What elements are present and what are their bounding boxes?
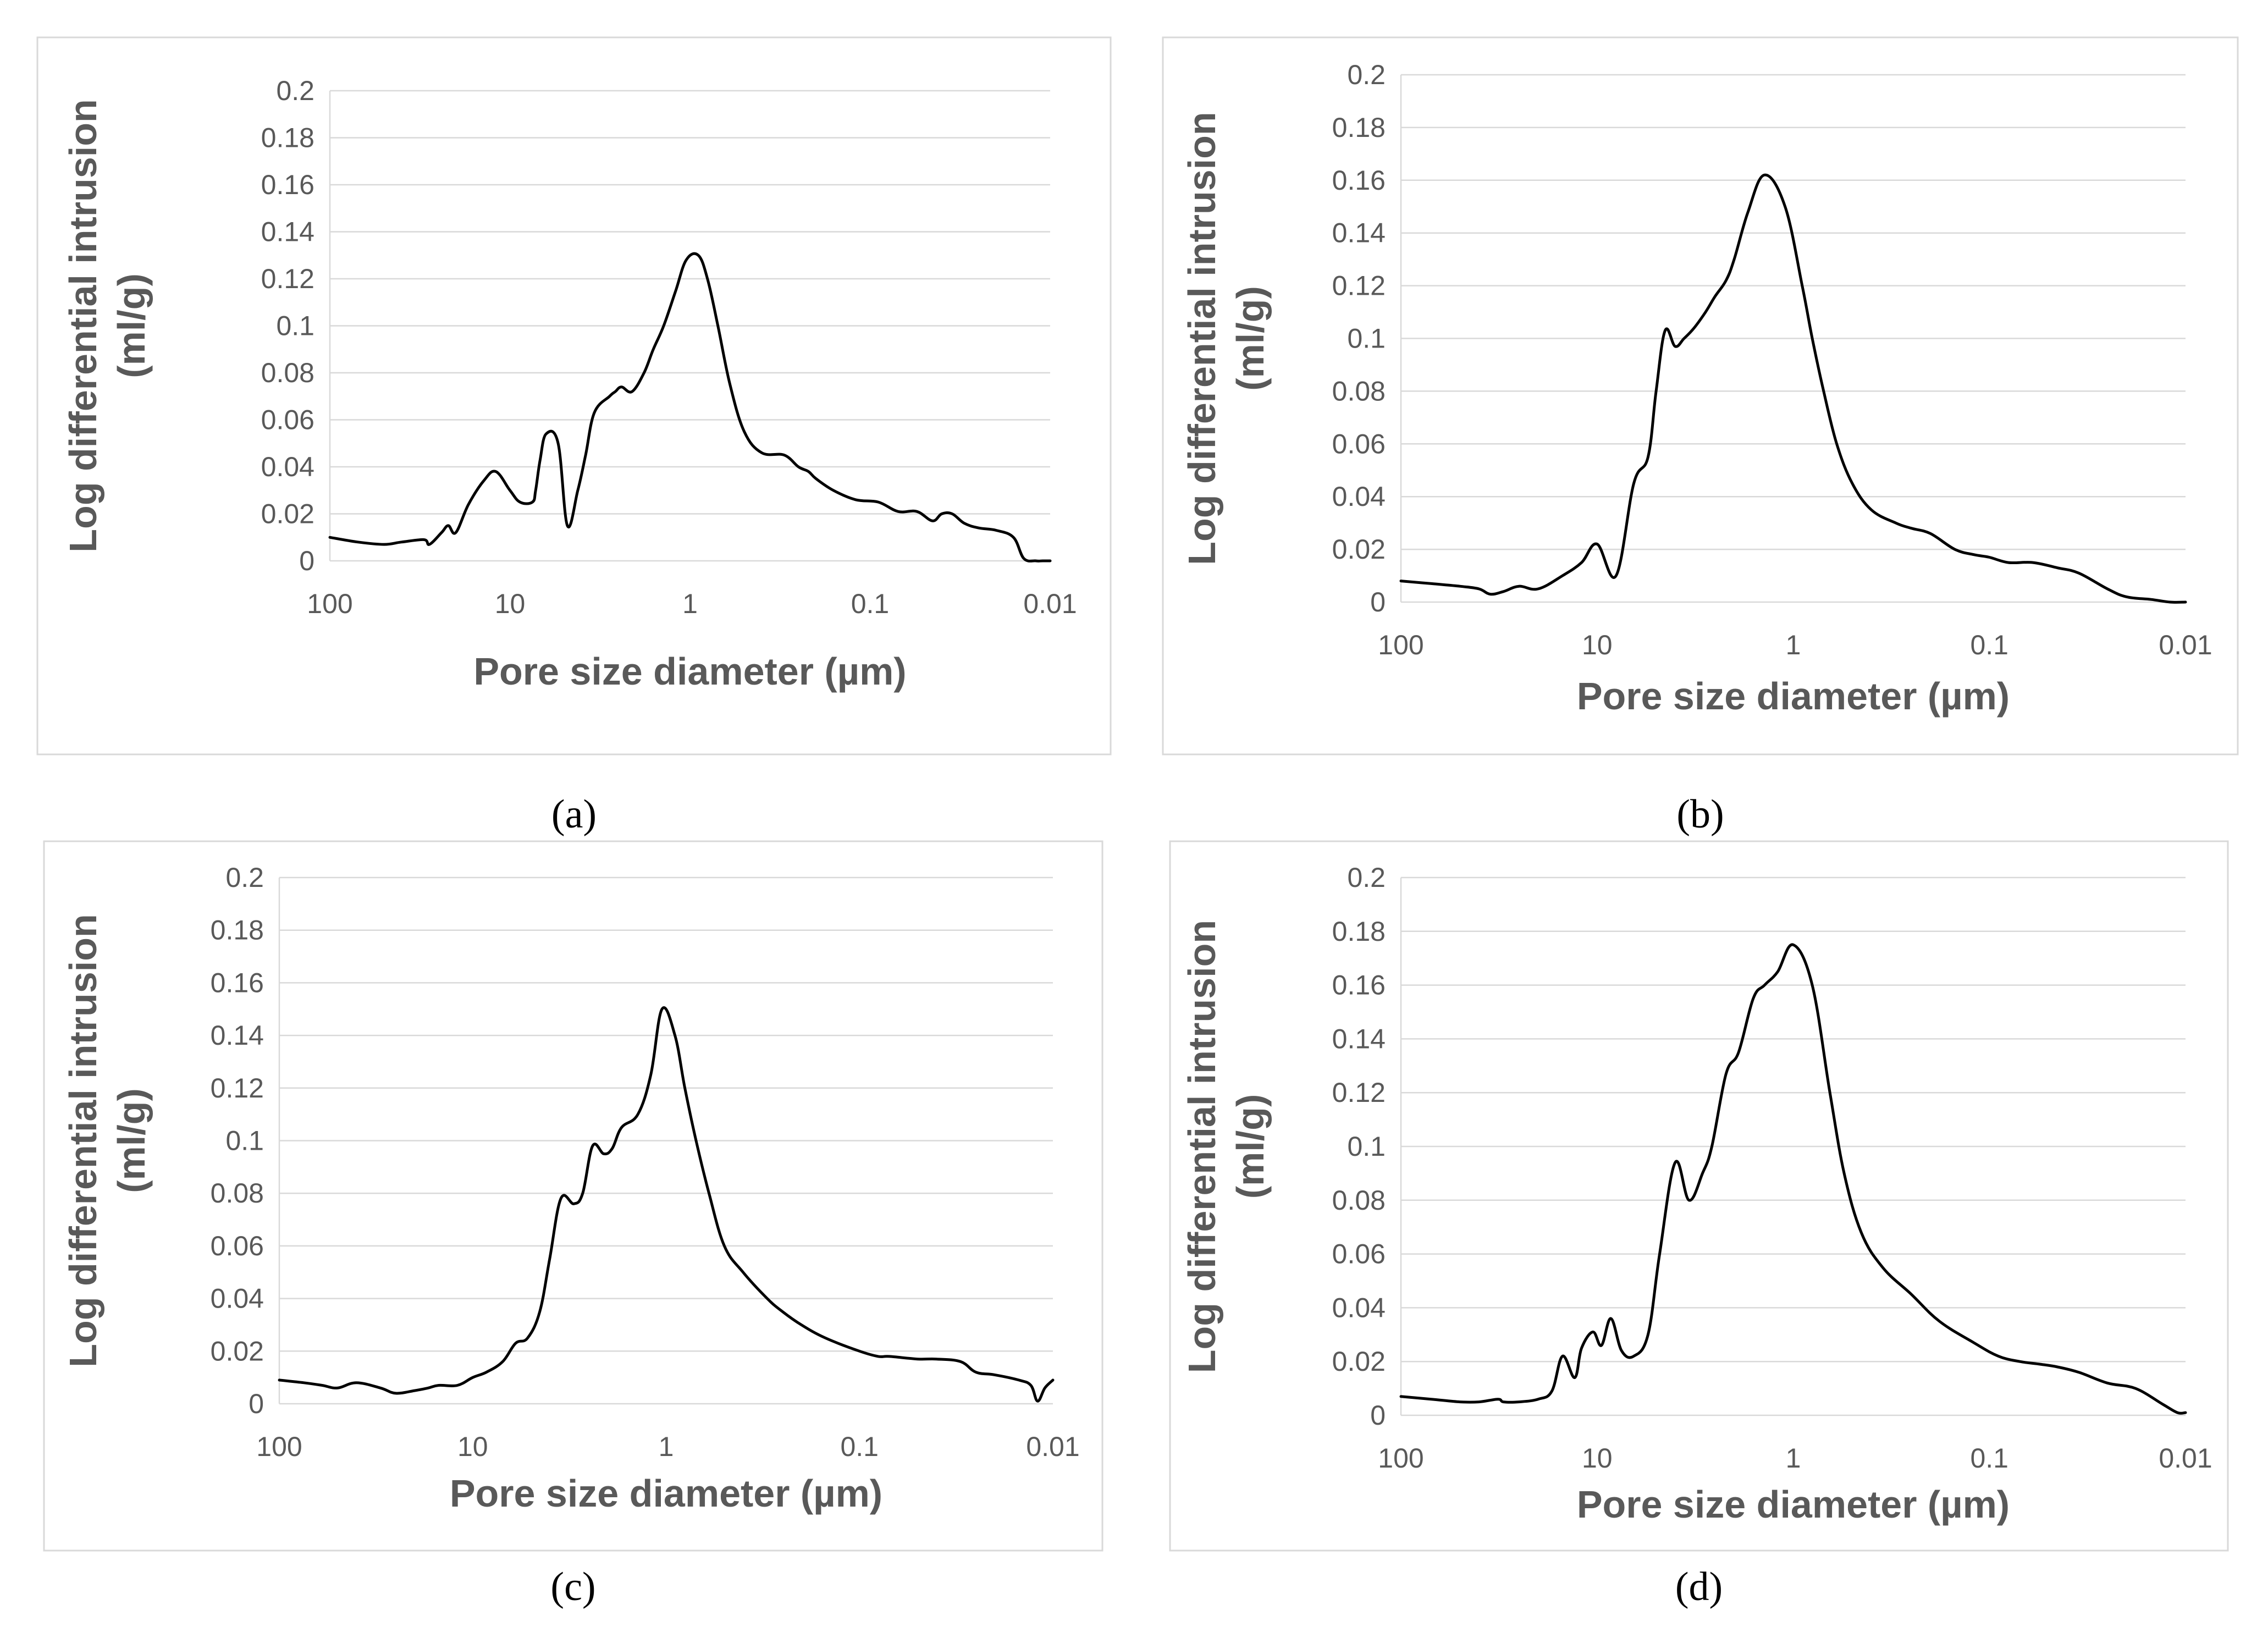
x-tick-label: 1 (1786, 1443, 1801, 1474)
y-tick-label: 0.08 (211, 1178, 264, 1209)
y-tick-label: 0.04 (211, 1283, 264, 1314)
x-tick-label: 1 (659, 1431, 674, 1462)
y-tick-label: 0.16 (1332, 970, 1386, 1001)
x-tick-label: 10 (495, 588, 526, 619)
x-tick-label: 0.01 (1023, 588, 1077, 619)
y-axis-title-line1: Log differential intrusion (62, 99, 104, 552)
x-axis-title: Pore size diameter (µm) (1577, 1483, 2010, 1526)
y-tick-label: 0.02 (211, 1336, 264, 1366)
series-line (328, 252, 1052, 562)
y-tick-label: 0.08 (1332, 376, 1386, 406)
y-axis-title-line1: Log differential intrusion (62, 914, 104, 1367)
chart-panel-c: 0 0.02 0.04 0.06 0.08 0.1 0.12 0.14 0.16 0.18 0.2 1… (43, 840, 1103, 1609)
x-tick-label: 10 (1582, 1443, 1613, 1474)
y-tick-label: 0.02 (1332, 1346, 1386, 1377)
chart-panel-d: 0 0.02 0.04 0.06 0.08 0.1 0.12 0.14 0.16 0.18 0.2 1… (1169, 840, 2229, 1609)
y-tick-label: 0.06 (211, 1231, 264, 1261)
y-tick-label: 0.14 (1332, 1023, 1386, 1054)
y-tick-label: 0.1 (225, 1126, 264, 1156)
x-tick-label: 100 (256, 1431, 302, 1462)
panel-caption: (c) (550, 1564, 595, 1609)
chart-panel-b: 0 0.02 0.04 0.06 0.08 0.1 0.12 0.14 0.16 0.18 0.2 1… (1162, 36, 2239, 837)
chart-frame (1169, 840, 2229, 1552)
chart-frame (43, 840, 1103, 1552)
y-tick-label: 0 (1370, 587, 1386, 617)
y-tick-label: 0.06 (1332, 1239, 1386, 1270)
y-tick-label: 0.2 (225, 862, 264, 893)
y-tick-label: 0.08 (261, 357, 314, 388)
x-axis-title: Pore size diameter (µm) (1577, 675, 2010, 718)
x-tick-label: 10 (457, 1431, 488, 1462)
y-tick-label: 0.18 (1332, 112, 1386, 143)
chart-panel-a: 0 0.02 0.04 0.06 0.08 0.1 0.12 0.14 0.16 0.18 0.2 1… (36, 36, 1112, 837)
x-tick-label: 0.1 (840, 1431, 879, 1462)
y-axis-title-line2: (ml/g) (1229, 1094, 1272, 1199)
y-tick-label: 0 (1370, 1400, 1386, 1431)
y-tick-label: 0.16 (211, 967, 264, 998)
x-tick-label: 1 (1786, 630, 1801, 660)
y-tick-label: 0.2 (1347, 862, 1386, 893)
y-tick-label: 0.08 (1332, 1185, 1386, 1216)
y-tick-label: 0.16 (1332, 165, 1386, 196)
y-tick-label: 0 (249, 1388, 264, 1419)
panel-caption: (a) (551, 792, 597, 837)
x-tick-label: 10 (1582, 630, 1613, 660)
x-axis-title: Pore size diameter (µm) (473, 650, 906, 693)
x-tick-label: 0.01 (1026, 1431, 1079, 1462)
y-tick-label: 0.1 (276, 311, 314, 341)
x-tick-label: 0.01 (2159, 1443, 2212, 1474)
chart-frame (1162, 36, 2239, 755)
y-tick-label: 0.12 (1332, 1077, 1386, 1108)
y-axis-title-line2: (ml/g) (1229, 286, 1272, 391)
y-tick-label: 0.12 (261, 263, 314, 294)
x-tick-label: 0.01 (2159, 630, 2212, 660)
y-tick-label: 0.18 (261, 123, 314, 153)
y-tick-label: 0 (299, 545, 314, 576)
panel-caption: (d) (1675, 1564, 1723, 1609)
chart-frame (36, 36, 1112, 755)
y-tick-label: 0.02 (1332, 534, 1386, 565)
y-tick-label: 0.02 (261, 499, 314, 530)
y-axis-title-line1: Log differential intrusion (1180, 920, 1223, 1373)
y-tick-label: 0.06 (1332, 428, 1386, 459)
y-tick-label: 0.18 (1332, 916, 1386, 947)
x-tick-label: 100 (1378, 630, 1423, 660)
x-tick-label: 0.1 (851, 588, 890, 619)
y-tick-label: 0.1 (1347, 323, 1386, 354)
y-axis-title-line1: Log differential intrusion (1180, 112, 1223, 565)
y-tick-label: 0.1 (1347, 1131, 1386, 1162)
y-tick-label: 0.12 (1332, 271, 1386, 301)
x-tick-label: 100 (307, 588, 352, 619)
series-line (1399, 173, 2187, 604)
y-tick-label: 0.14 (211, 1020, 264, 1051)
y-tick-label: 0.18 (211, 915, 264, 946)
y-tick-label: 0.2 (276, 75, 314, 106)
y-tick-label: 0.14 (1332, 218, 1386, 249)
x-axis-title: Pore size diameter (µm) (450, 1472, 882, 1515)
y-tick-label: 0.12 (211, 1073, 264, 1104)
y-axis-title-line2: (ml/g) (110, 1088, 153, 1193)
y-tick-label: 0.14 (261, 217, 314, 247)
y-tick-label: 0.2 (1347, 59, 1386, 90)
y-axis-title-line2: (ml/g) (110, 273, 153, 378)
y-tick-label: 0.04 (1332, 481, 1386, 512)
series-line (1399, 943, 2187, 1415)
y-tick-label: 0.06 (261, 405, 314, 435)
x-tick-label: 100 (1378, 1443, 1423, 1474)
series-line (278, 1006, 1055, 1403)
x-tick-label: 1 (682, 588, 698, 619)
y-tick-label: 0.04 (1332, 1292, 1386, 1323)
x-tick-label: 0.1 (1970, 630, 2008, 660)
panel-caption: (b) (1676, 792, 1724, 837)
y-tick-label: 0.16 (261, 169, 314, 200)
x-tick-label: 0.1 (1970, 1443, 2008, 1474)
y-tick-label: 0.04 (261, 451, 314, 482)
